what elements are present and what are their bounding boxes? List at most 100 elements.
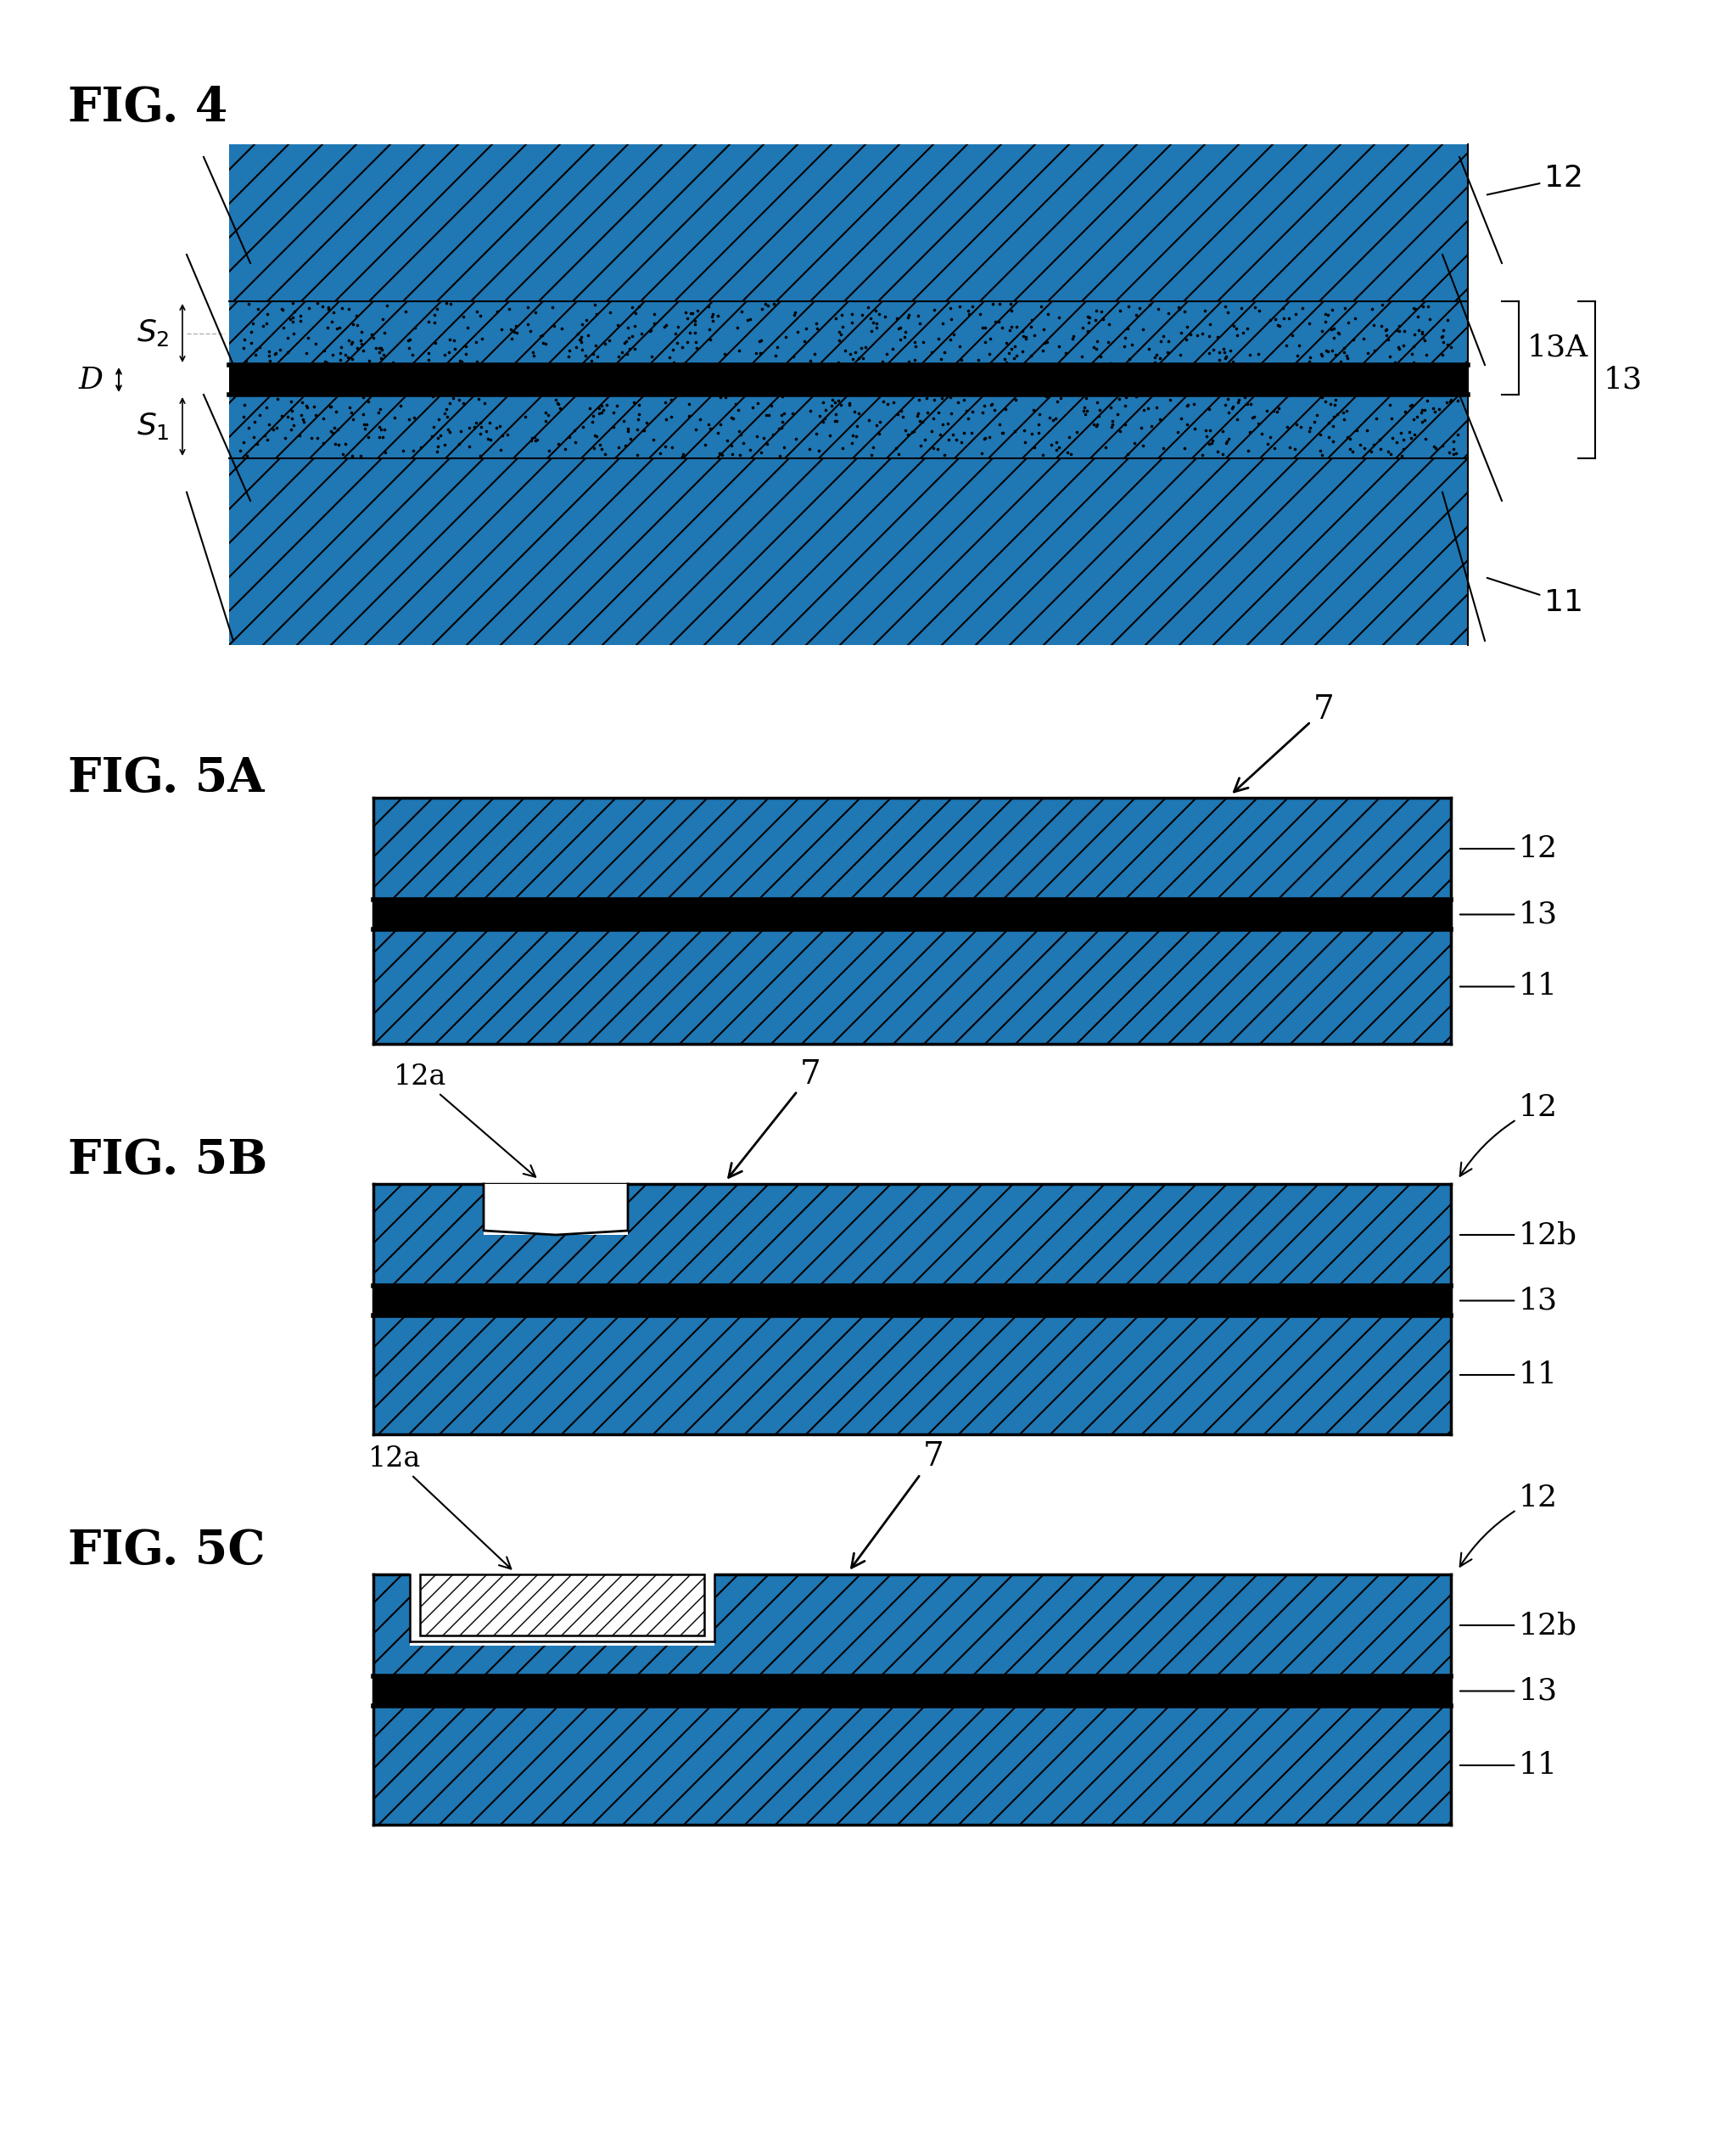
Point — [684, 294, 712, 328]
Point — [1378, 420, 1406, 454]
Point — [1408, 315, 1436, 349]
Point — [278, 384, 306, 418]
Point — [1434, 328, 1462, 362]
Point — [821, 302, 849, 336]
Point — [370, 420, 398, 454]
Point — [575, 319, 602, 354]
Point — [1314, 334, 1342, 369]
Point — [918, 414, 946, 448]
Point — [1212, 426, 1240, 461]
Point — [1437, 381, 1465, 416]
Point — [309, 289, 337, 324]
Point — [427, 418, 455, 452]
Point — [465, 381, 493, 416]
Point — [538, 289, 566, 324]
Point — [467, 409, 495, 444]
Point — [286, 399, 314, 433]
Point — [1387, 416, 1415, 450]
Bar — [373, 797, 1451, 900]
Point — [1401, 418, 1429, 452]
Point — [616, 422, 644, 456]
Point — [406, 431, 434, 465]
Point — [953, 394, 981, 429]
Point — [1083, 409, 1111, 444]
Point — [996, 287, 1024, 321]
Point — [535, 396, 562, 431]
Point — [660, 345, 687, 379]
Point — [1073, 394, 1101, 429]
Point — [745, 324, 773, 358]
Point — [595, 296, 623, 330]
Point — [311, 345, 339, 379]
Point — [1055, 420, 1083, 454]
Point — [448, 345, 476, 379]
Point — [1135, 287, 1163, 321]
Point — [818, 388, 845, 422]
Text: 11: 11 — [1488, 579, 1583, 617]
Point — [783, 315, 811, 349]
Point — [444, 426, 472, 461]
Point — [955, 298, 983, 332]
Point — [332, 426, 359, 461]
Point — [635, 315, 663, 349]
Point — [1429, 326, 1457, 360]
Point — [318, 416, 345, 450]
Point — [309, 401, 337, 435]
Point — [838, 304, 866, 339]
Point — [1335, 433, 1363, 467]
Point — [1194, 336, 1222, 371]
Point — [1040, 403, 1068, 437]
Point — [288, 386, 316, 420]
Point — [583, 339, 611, 373]
Point — [1276, 300, 1304, 334]
Point — [1075, 300, 1102, 334]
Point — [717, 401, 745, 435]
Point — [460, 409, 488, 444]
Point — [424, 429, 451, 463]
Point — [694, 289, 722, 324]
Bar — [373, 1286, 1451, 1316]
Point — [746, 336, 774, 371]
Point — [988, 416, 1016, 450]
Point — [988, 311, 1016, 345]
Point — [1128, 311, 1156, 345]
Point — [1314, 405, 1342, 439]
Point — [981, 392, 1009, 426]
Point — [1285, 328, 1312, 362]
Point — [904, 384, 932, 418]
Point — [1436, 435, 1463, 469]
Point — [873, 336, 901, 371]
Point — [998, 294, 1026, 328]
Point — [766, 411, 793, 446]
Point — [1153, 334, 1180, 369]
Text: 12a: 12a — [394, 1063, 535, 1177]
Point — [859, 431, 887, 465]
Point — [1399, 403, 1427, 437]
Point — [852, 330, 880, 364]
Point — [517, 424, 545, 459]
Point — [580, 287, 608, 321]
Point — [613, 324, 641, 358]
Point — [269, 311, 297, 345]
Point — [304, 285, 332, 319]
Point — [1208, 414, 1236, 448]
Point — [1411, 324, 1439, 358]
Point — [675, 388, 703, 422]
Point — [658, 399, 686, 433]
Point — [1088, 302, 1116, 336]
Bar — [373, 1316, 1451, 1434]
Point — [1408, 394, 1436, 429]
Text: 13: 13 — [1460, 900, 1557, 928]
Point — [873, 386, 901, 420]
Point — [293, 321, 321, 356]
Point — [863, 306, 891, 341]
Point — [585, 396, 613, 431]
Point — [696, 313, 724, 347]
Point — [809, 386, 837, 420]
Point — [1205, 334, 1233, 369]
Point — [1224, 386, 1252, 420]
Point — [681, 306, 708, 341]
Point — [1224, 403, 1252, 437]
Point — [1215, 396, 1243, 431]
Point — [682, 315, 710, 349]
